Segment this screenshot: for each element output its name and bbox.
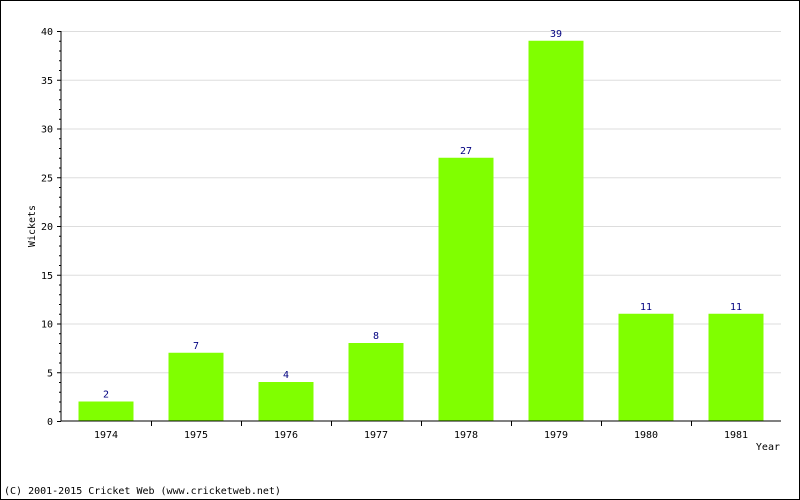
data-label-1976: 4 [283, 370, 289, 381]
x-tick-label-1980: 1980 [634, 430, 658, 441]
data-label-1974: 2 [103, 390, 109, 401]
y-tick-label-20: 20 [41, 222, 53, 233]
gridlines [61, 31, 781, 374]
bar-1976 [258, 382, 314, 421]
bar-1974 [78, 401, 134, 421]
bar-1977 [348, 343, 404, 421]
y-tick-label-25: 25 [41, 173, 53, 184]
x-tick-label-1979: 1979 [544, 430, 568, 441]
bar-1979 [528, 40, 584, 421]
x-axis-ticks: 1974 1975 1976 1977 1978 1979 1980 1981 [94, 421, 748, 441]
y-tick-label-40: 40 [41, 27, 53, 38]
x-tick-label-1974: 1974 [94, 430, 118, 441]
bar-1978 [438, 157, 494, 421]
bar-1981 [708, 313, 764, 421]
x-tick-label-1975: 1975 [184, 430, 208, 441]
y-tick-label-10: 10 [41, 320, 53, 331]
y-tick-label-5: 5 [47, 368, 53, 379]
x-tick-label-1978: 1978 [454, 430, 478, 441]
data-label-1981: 11 [730, 302, 742, 313]
data-label-1975: 7 [193, 341, 199, 352]
data-label-1977: 8 [373, 331, 379, 342]
x-tick-label-1981: 1981 [724, 430, 748, 441]
y-tick-label-30: 30 [41, 125, 53, 136]
bar-1980 [618, 313, 674, 421]
y-tick-label-0: 0 [47, 417, 53, 428]
y-axis-ticks: 0 5 10 15 20 25 30 35 40 [41, 27, 61, 428]
data-label-1978: 27 [460, 146, 472, 157]
x-axis-title: Year [756, 442, 780, 453]
bars [78, 40, 764, 421]
y-tick-label-35: 35 [41, 76, 53, 87]
y-tick-label-15: 15 [41, 271, 53, 282]
x-tick-label-1977: 1977 [364, 430, 388, 441]
data-label-1980: 11 [640, 302, 652, 313]
x-tick-label-1976: 1976 [274, 430, 298, 441]
bar-1975 [168, 352, 224, 421]
copyright-text: (C) 2001-2015 Cricket Web (www.cricketwe… [4, 486, 281, 497]
data-label-1979: 39 [550, 29, 562, 40]
y-axis-title: Wickets [27, 205, 38, 247]
